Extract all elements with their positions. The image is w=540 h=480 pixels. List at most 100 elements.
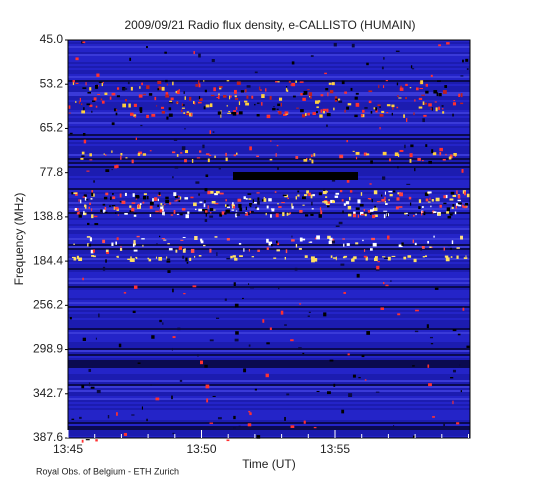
texture-speck — [93, 180, 95, 183]
texture-speck — [460, 390, 462, 393]
texture-speck — [300, 92, 303, 96]
texture-speck — [401, 242, 404, 246]
texture-speck — [220, 114, 222, 118]
texture-speck — [256, 113, 260, 117]
texture-speck — [91, 214, 94, 219]
texture-row — [68, 126, 470, 128]
texture-speck — [123, 292, 127, 294]
texture-speck — [104, 211, 108, 213]
texture-speck — [383, 85, 385, 89]
texture-speck — [451, 206, 454, 209]
texture-speck — [308, 92, 313, 96]
texture-speck — [446, 207, 451, 212]
texture-row — [68, 388, 470, 390]
texture-row — [68, 362, 470, 364]
texture-speck — [182, 255, 185, 259]
texture-row — [68, 246, 470, 248]
texture-speck — [327, 201, 331, 204]
texture-speck — [209, 130, 211, 134]
texture-row — [68, 350, 470, 352]
texture-speck — [175, 249, 178, 253]
texture-speck — [162, 205, 164, 209]
texture-speck — [243, 248, 245, 252]
texture-speck — [155, 397, 160, 401]
texture-speck — [101, 100, 105, 104]
texture-speck — [111, 92, 116, 96]
texture-row — [68, 430, 470, 432]
texture-row — [68, 206, 470, 208]
texture-speck — [226, 238, 230, 241]
texture-speck — [168, 248, 173, 251]
texture-row — [68, 278, 470, 280]
texture-speck — [231, 209, 235, 211]
texture-speck — [73, 243, 75, 245]
texture-speck — [333, 42, 337, 47]
texture-row — [68, 96, 470, 98]
texture-row — [68, 228, 470, 230]
texture-speck — [135, 194, 140, 199]
texture-speck — [225, 157, 228, 162]
texture-speck — [125, 157, 128, 159]
texture-speck — [427, 240, 429, 244]
texture-speck — [282, 212, 285, 217]
y-tick-label: 138.8 — [33, 209, 63, 223]
texture-speck — [139, 107, 143, 112]
texture-speck — [463, 257, 468, 259]
texture-speck — [128, 103, 131, 108]
texture-row — [68, 298, 470, 300]
texture-speck — [378, 84, 380, 89]
texture-speck — [91, 208, 93, 212]
texture-speck — [465, 255, 467, 257]
texture-speck — [289, 212, 292, 215]
texture-speck — [385, 284, 389, 287]
texture-speck — [399, 87, 404, 91]
texture-row — [68, 420, 470, 422]
texture-speck — [137, 153, 141, 156]
texture-row — [68, 166, 470, 168]
texture-speck — [310, 213, 314, 216]
texture-speck — [226, 439, 230, 442]
texture-speck — [171, 395, 173, 400]
texture-speck — [69, 132, 73, 135]
texture-speck — [275, 153, 277, 157]
texture-speck — [91, 190, 94, 193]
texture-speck — [346, 243, 350, 246]
texture-speck — [284, 324, 287, 326]
texture-speck — [310, 96, 312, 99]
texture-speck — [155, 105, 158, 107]
texture-speck — [368, 100, 372, 104]
texture-speck — [85, 82, 87, 86]
texture-speck — [113, 206, 115, 210]
texture-speck — [458, 93, 461, 97]
texture-speck — [138, 94, 143, 98]
texture-speck — [273, 106, 275, 108]
texture-row — [68, 432, 470, 434]
texture-speck — [83, 210, 85, 215]
texture-speck — [373, 190, 378, 195]
texture-speck — [355, 207, 360, 210]
texture-speck — [114, 206, 119, 210]
texture-speck — [275, 81, 280, 83]
texture-row — [68, 52, 470, 54]
texture-speck — [425, 198, 429, 202]
texture-speck — [421, 94, 425, 96]
texture-speck — [382, 256, 386, 258]
texture-speck — [417, 157, 421, 161]
texture-speck — [353, 211, 356, 215]
texture-speck — [326, 108, 329, 113]
texture-speck — [78, 101, 80, 104]
texture-speck — [347, 103, 352, 106]
texture-row — [68, 258, 470, 260]
texture-speck — [195, 208, 197, 211]
texture-row — [68, 378, 470, 380]
texture-speck — [398, 206, 403, 208]
texture-speck — [116, 412, 118, 416]
texture-speck — [256, 207, 260, 211]
texture-speck — [249, 204, 252, 208]
texture-speck — [284, 111, 289, 114]
texture-speck — [84, 204, 87, 209]
texture-row — [68, 308, 470, 310]
texture-speck — [219, 192, 224, 195]
texture-speck — [284, 416, 286, 421]
texture-speck — [80, 157, 84, 160]
